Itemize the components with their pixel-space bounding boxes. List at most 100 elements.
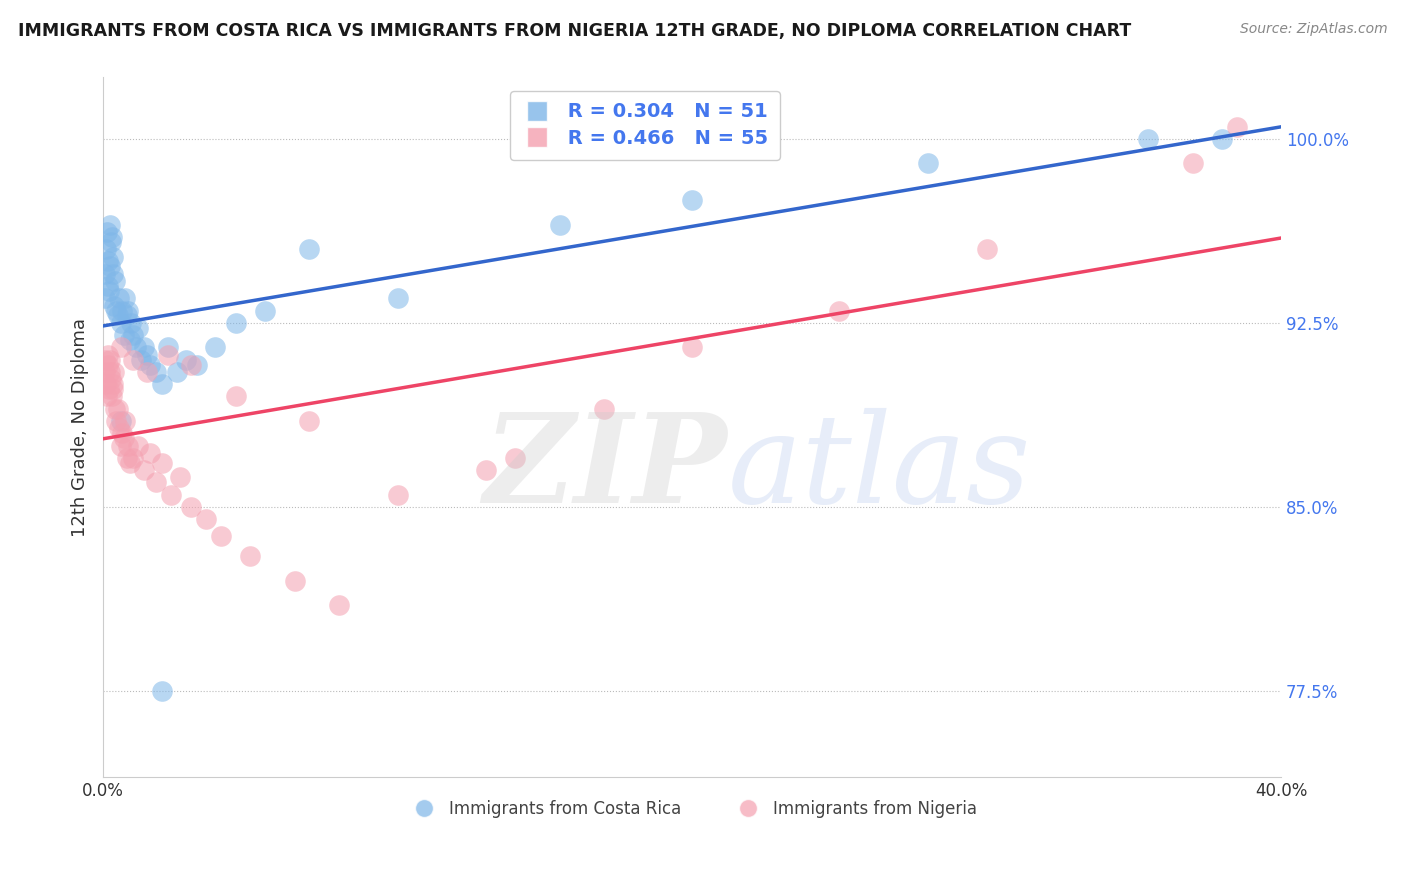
Y-axis label: 12th Grade, No Diploma: 12th Grade, No Diploma [72,318,89,537]
Point [131,352,153,367]
Point [592,401,614,416]
Point [150,684,173,698]
Point [93,291,115,305]
Point [120,316,142,330]
Point [105,303,128,318]
Point [121,328,143,343]
Point [145,475,167,490]
Point [225,316,247,330]
Text: ZIP: ZIP [484,409,727,530]
Point [115,309,138,323]
Point [186,358,208,372]
Point [134,463,156,477]
Point [108,291,131,305]
Point [112,328,135,343]
Point [94,377,117,392]
Point [94,242,117,256]
Point [118,456,141,470]
Point [195,512,218,526]
Point [180,500,202,514]
Point [136,348,159,362]
Point [110,414,132,428]
Point [114,414,136,428]
Point [150,456,173,470]
Point [112,431,135,445]
Point [828,303,851,318]
Point [1137,132,1160,146]
Point [298,242,321,256]
Point [96,254,118,268]
Text: Source: ZipAtlas.com: Source: ZipAtlas.com [1240,22,1388,37]
Point [96,225,118,239]
Point [160,488,183,502]
Point [100,352,122,367]
Point [107,309,129,323]
Point [124,340,146,354]
Point [107,401,129,416]
Point [98,382,121,396]
Point [681,193,703,207]
Point [121,352,143,367]
Legend: Immigrants from Costa Rica, Immigrants from Nigeria: Immigrants from Costa Rica, Immigrants f… [401,793,984,824]
Point [328,598,350,612]
Point [101,250,124,264]
Point [127,320,149,334]
Point [100,218,122,232]
Point [98,365,121,379]
Point [180,358,202,372]
Point [114,291,136,305]
Point [298,414,321,428]
Point [104,274,127,288]
Point [204,340,226,354]
Point [103,365,125,379]
Point [121,450,143,465]
Point [115,450,138,465]
Text: IMMIGRANTS FROM COSTA RICA VS IMMIGRANTS FROM NIGERIA 12TH GRADE, NO DIPLOMA COR: IMMIGRANTS FROM COSTA RICA VS IMMIGRANTS… [18,22,1132,40]
Point [475,463,498,477]
Point [117,439,139,453]
Point [505,450,527,465]
Point [98,260,121,274]
Point [96,389,118,403]
Point [548,218,571,232]
Point [97,279,120,293]
Point [254,303,277,318]
Point [134,340,156,354]
Point [111,303,134,318]
Point [169,470,191,484]
Point [101,389,124,403]
Point [127,439,149,453]
Point [110,439,132,453]
Point [150,377,173,392]
Point [110,316,132,330]
Point [976,242,998,256]
Point [100,235,122,249]
Point [117,303,139,318]
Point [94,267,117,281]
Point [103,382,125,396]
Point [156,340,179,354]
Point [101,377,124,392]
Point [225,389,247,403]
Point [917,156,939,170]
Point [166,365,188,379]
Point [283,574,305,588]
Point [100,372,122,386]
Point [103,267,125,281]
Point [97,358,120,372]
Point [1226,120,1249,134]
Point [174,352,197,367]
Point [105,414,128,428]
Point [104,401,127,416]
Point [681,340,703,354]
Point [156,348,179,362]
Point [139,358,162,372]
Point [94,352,117,367]
Point [139,446,162,460]
Point [387,488,409,502]
Point [1211,132,1233,146]
Point [110,340,132,354]
Point [108,421,131,435]
Point [101,230,124,244]
Point [96,348,118,362]
